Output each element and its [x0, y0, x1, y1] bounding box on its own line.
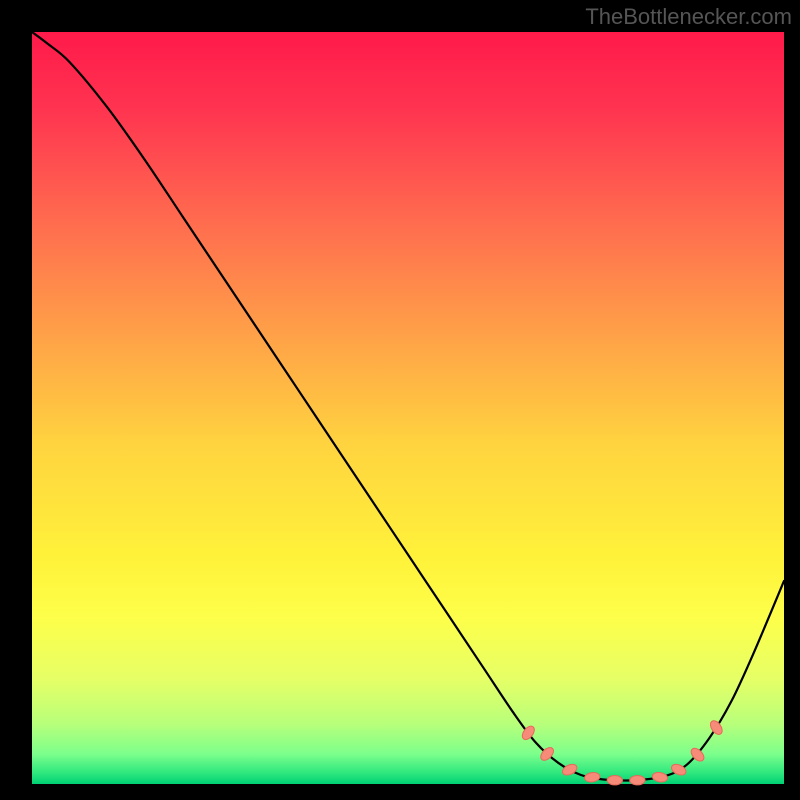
curve-marker [607, 776, 622, 785]
chart-svg [0, 0, 800, 800]
plot-background [32, 32, 784, 784]
watermark-text: TheBottlenecker.com [585, 4, 792, 30]
curve-marker [630, 776, 645, 785]
bottleneck-chart: TheBottlenecker.com [0, 0, 800, 800]
